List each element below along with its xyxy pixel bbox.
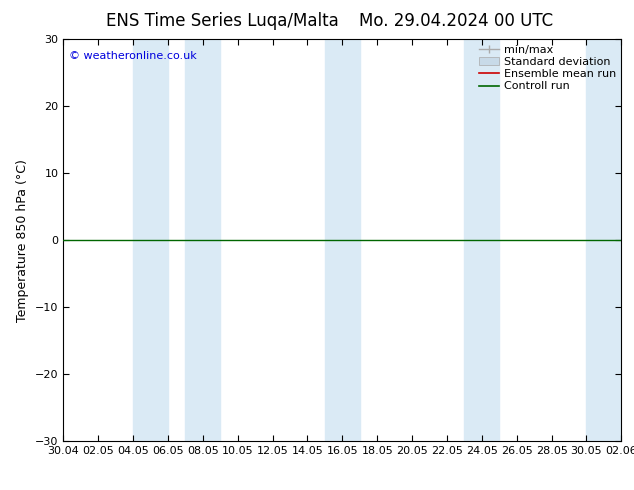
Bar: [185, 39, 221, 441]
Text: Mo. 29.04.2024 00 UTC: Mo. 29.04.2024 00 UTC: [359, 12, 553, 30]
Bar: [325, 39, 359, 441]
Text: ENS Time Series Luqa/Malta: ENS Time Series Luqa/Malta: [105, 12, 339, 30]
Bar: [586, 39, 621, 441]
Bar: [464, 39, 500, 441]
Legend: min/max, Standard deviation, Ensemble mean run, Controll run: min/max, Standard deviation, Ensemble me…: [479, 45, 616, 92]
Bar: [133, 39, 168, 441]
Text: © weatheronline.co.uk: © weatheronline.co.uk: [69, 51, 197, 61]
Y-axis label: Temperature 850 hPa (°C): Temperature 850 hPa (°C): [16, 159, 30, 321]
